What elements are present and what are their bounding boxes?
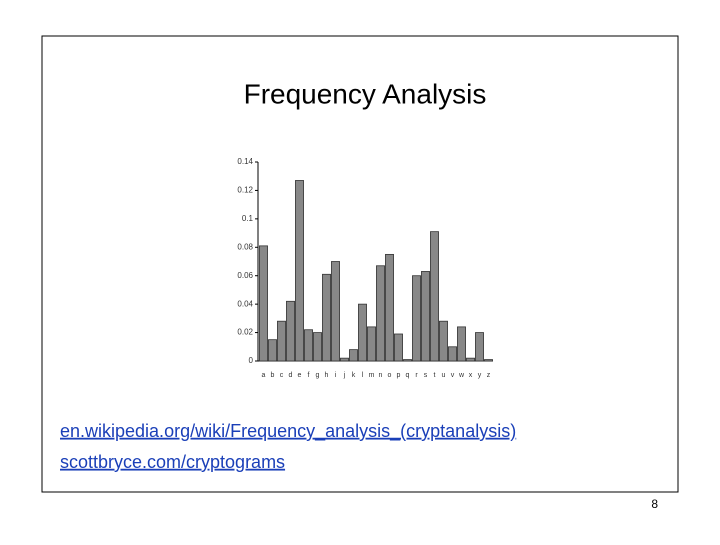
x-tick-label: j (343, 372, 346, 379)
x-tick-label: g (316, 372, 320, 379)
bar (457, 326, 466, 362)
x-tick-label: c (280, 372, 284, 379)
x-tick-label: h (325, 372, 329, 379)
x-tick-label: o (388, 372, 392, 379)
x-tick-label: z (487, 372, 491, 379)
bar (466, 357, 475, 362)
x-tick-label: w (458, 372, 465, 379)
x-tick-label: a (262, 372, 266, 379)
bar (403, 359, 412, 362)
bar (385, 253, 394, 362)
x-tick-label: u (442, 372, 446, 379)
x-tick-label: d (289, 372, 293, 379)
slide-frame (41, 35, 679, 493)
bar (349, 349, 358, 362)
x-tick-label: q (406, 372, 410, 379)
bar (358, 303, 367, 362)
link[interactable]: en.wikipedia.org/wiki/Frequency_analysis… (60, 421, 516, 442)
x-tick-label: b (271, 372, 275, 379)
bar (484, 359, 493, 362)
bar (394, 333, 403, 362)
x-tick-label: l (362, 372, 364, 379)
bar (322, 273, 331, 362)
bar (367, 326, 376, 362)
x-tick-label: k (352, 372, 356, 379)
bar (475, 332, 484, 362)
bar (340, 357, 349, 362)
bar (286, 300, 295, 362)
x-tick-label: t (434, 372, 436, 379)
bar (412, 275, 421, 362)
page-number: 8 (651, 497, 658, 511)
bar (304, 329, 313, 362)
bar (421, 271, 430, 362)
y-tick-label: 0.04 (237, 299, 253, 308)
bar (376, 265, 385, 362)
x-tick-label: m (369, 372, 375, 379)
bar (313, 332, 322, 362)
y-tick-label: 0 (249, 356, 254, 365)
bar (295, 180, 304, 362)
x-tick-label: v (451, 372, 455, 379)
x-tick-label: i (335, 372, 337, 379)
y-tick-label: 0.08 (237, 242, 253, 251)
y-tick-label: 0.06 (237, 271, 253, 280)
y-tick-label: 0.14 (237, 157, 253, 166)
bar (331, 261, 340, 362)
y-tick-label: 0.02 (237, 328, 253, 337)
x-tick-label: x (469, 372, 473, 379)
bar (277, 320, 286, 362)
y-tick-label: 0.12 (237, 186, 253, 195)
bar (448, 346, 457, 362)
bar (259, 245, 268, 362)
x-tick-label: y (478, 372, 482, 379)
x-tick-label: r (415, 372, 418, 379)
bar (430, 231, 439, 362)
x-tick-label: n (379, 372, 383, 379)
bar (268, 339, 277, 362)
x-tick-label: p (397, 372, 401, 379)
x-tick-label: s (424, 372, 428, 379)
bar (439, 320, 448, 362)
x-tick-label: e (298, 372, 302, 379)
slide-title: Frequency Analysis (244, 78, 487, 109)
y-tick-label: 0.1 (242, 214, 254, 223)
link[interactable]: scottbryce.com/cryptograms (60, 452, 285, 472)
x-tick-label: f (308, 372, 310, 379)
